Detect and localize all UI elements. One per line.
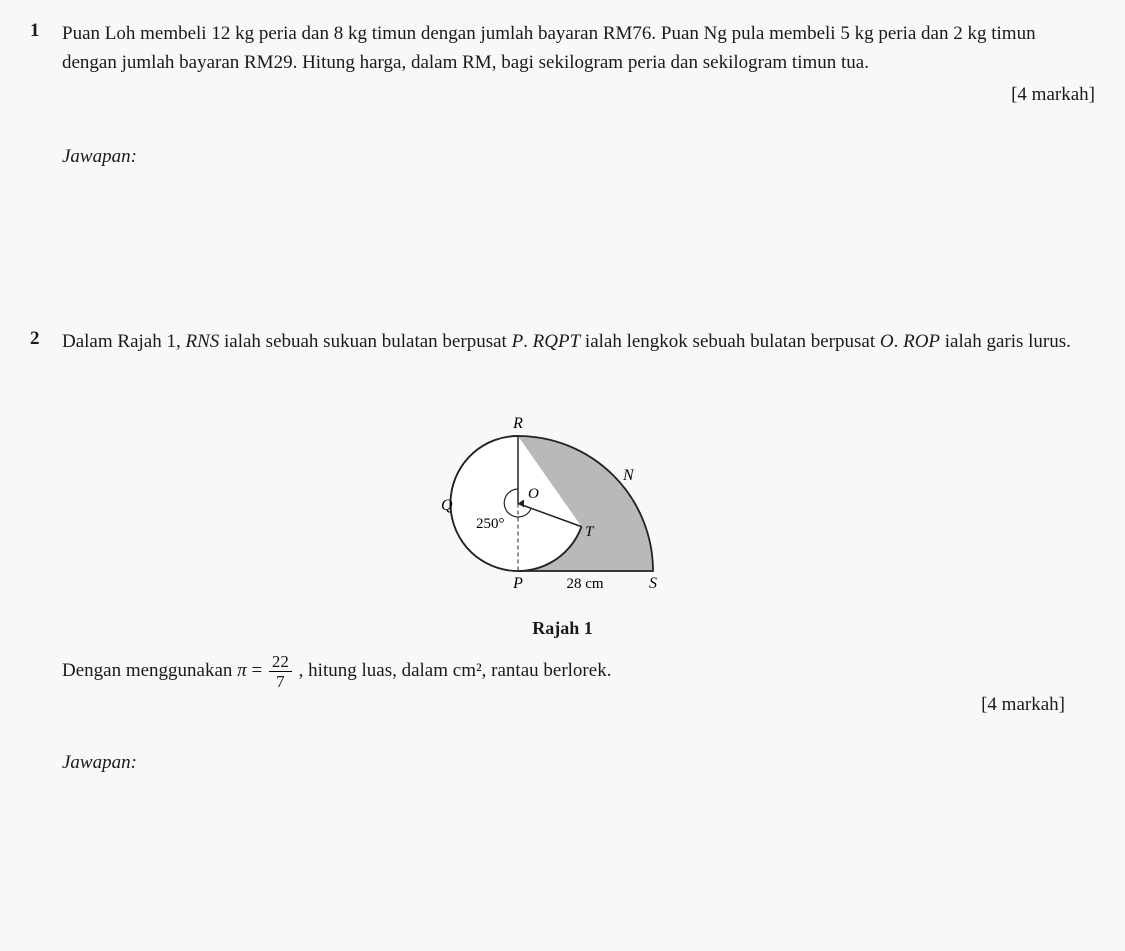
label-angle-250: 250° — [476, 516, 505, 532]
pi-frac-num: 22 — [269, 653, 292, 672]
question-2-marks: [4 markah] — [30, 694, 1065, 716]
label-28cm: 28 cm — [566, 576, 603, 592]
q2-pi-line: Dengan menggunakan π = 22 7 , hitung lua… — [62, 653, 1095, 690]
q2-mid3: ialah lengkok sebuah bulatan berpusat — [580, 331, 880, 352]
q2-mid2: . — [523, 331, 533, 352]
question-2-body: Dalam Rajah 1, RNS ialah sebuah sukuan b… — [62, 328, 1095, 357]
question-1: 1 Puan Loh membeli 12 kg peria dan 8 kg … — [30, 20, 1095, 168]
pi-frac-den: 7 — [276, 672, 285, 690]
question-1-jawapan-label: Jawapan: — [62, 146, 1095, 168]
q2-RNS: RNS — [185, 331, 219, 352]
label-S: S — [649, 575, 657, 592]
q2-mid4: . — [894, 331, 904, 352]
pi-pre: Dengan menggunakan — [62, 660, 237, 681]
pi-post: , hitung luas, dalam cm², rantau berlore… — [299, 660, 612, 681]
q2-O: O — [880, 331, 894, 352]
label-R: R — [512, 415, 523, 432]
q2-mid1: ialah sebuah sukuan bulatan berpusat — [219, 331, 511, 352]
pi-eq: = — [251, 660, 266, 681]
label-Q: Q — [441, 497, 453, 514]
q2-RQPT: RQPT — [533, 331, 581, 352]
q2-tail: ialah garis lurus. — [940, 331, 1071, 352]
pi-symbol: π — [237, 660, 247, 681]
label-P: P — [512, 575, 523, 592]
question-2-row: 2 Dalam Rajah 1, RNS ialah sebuah sukuan… — [30, 328, 1095, 357]
question-2: 2 Dalam Rajah 1, RNS ialah sebuah sukuan… — [30, 328, 1095, 775]
question-1-text: Puan Loh membeli 12 kg peria dan 8 kg ti… — [62, 23, 1036, 73]
question-2-jawapan-label: Jawapan: — [62, 752, 1095, 774]
q2-P: P — [512, 331, 524, 352]
pi-fraction: 22 7 — [269, 653, 292, 690]
question-1-body: Puan Loh membeli 12 kg peria dan 8 kg ti… — [62, 20, 1095, 110]
figure-1-caption: Rajah 1 — [30, 618, 1095, 639]
q2-text-head: Dalam Rajah 1, — [62, 331, 185, 352]
label-N: N — [622, 467, 635, 484]
figure-1-svg: R N Q O T P S 250° 28 cm — [413, 376, 713, 606]
question-2-number: 2 — [30, 328, 48, 350]
figure-1-wrap: R N Q O T P S 250° 28 cm Rajah 1 — [30, 376, 1095, 639]
question-1-number: 1 — [30, 20, 48, 42]
q2-ROP: ROP — [903, 331, 940, 352]
label-O: O — [528, 486, 539, 502]
question-1-marks: [4 markah] — [62, 81, 1095, 110]
question-1-row: 1 Puan Loh membeli 12 kg peria dan 8 kg … — [30, 20, 1095, 110]
